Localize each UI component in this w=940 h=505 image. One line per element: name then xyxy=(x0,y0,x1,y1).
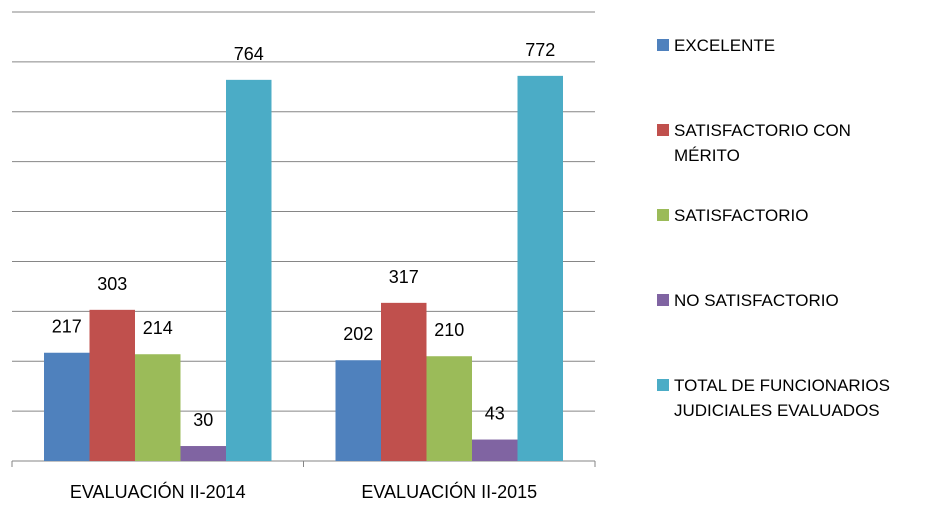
bar xyxy=(89,309,135,461)
bar xyxy=(180,446,226,461)
data-label: 217 xyxy=(52,317,82,337)
legend-item: SATISFACTORIO xyxy=(657,203,936,228)
legend-swatch xyxy=(657,294,669,306)
legend-label: EXCELENTE xyxy=(674,36,776,55)
bar xyxy=(426,356,472,461)
bar xyxy=(517,75,563,461)
legend-item: NO SATISFACTORIO xyxy=(657,288,936,313)
data-label: 303 xyxy=(97,274,127,294)
data-label: 214 xyxy=(143,318,173,338)
legend-item: SATISFACTORIO CON MÉRITO xyxy=(657,118,914,168)
legend-label: SATISFACTORIO xyxy=(674,206,809,225)
bar xyxy=(381,302,427,461)
legend-swatch xyxy=(657,379,669,391)
data-label: 30 xyxy=(193,410,213,430)
data-label: 202 xyxy=(343,324,373,344)
x-tick-label: EVALUACIÓN II-2015 xyxy=(361,481,537,502)
data-label: 772 xyxy=(525,40,555,60)
bar xyxy=(44,352,90,461)
data-label: 317 xyxy=(389,267,419,287)
legend-item: EXCELENTE xyxy=(657,33,936,58)
data-label: 764 xyxy=(234,44,264,64)
data-label: 210 xyxy=(434,320,464,340)
bar xyxy=(472,439,518,461)
x-tick-label: EVALUACIÓN II-2014 xyxy=(70,481,246,502)
legend-label: SATISFACTORIO CON MÉRITO xyxy=(674,121,851,165)
bar xyxy=(226,79,272,462)
legend-swatch xyxy=(657,209,669,221)
legend-swatch xyxy=(657,39,669,51)
legend-swatch xyxy=(657,124,669,136)
bar xyxy=(135,354,181,461)
legend-item: TOTAL DE FUNCIONARIOS JUDICIALES EVALUAD… xyxy=(657,373,936,423)
data-label: 43 xyxy=(485,404,505,424)
legend-label: TOTAL DE FUNCIONARIOS JUDICIALES EVALUAD… xyxy=(674,376,890,420)
legend-label: NO SATISFACTORIO xyxy=(674,291,839,310)
chart: EVALUACIÓN II-2014 217 303 214 30 764 EVALUACI… xyxy=(11,11,596,502)
bar xyxy=(335,360,381,461)
